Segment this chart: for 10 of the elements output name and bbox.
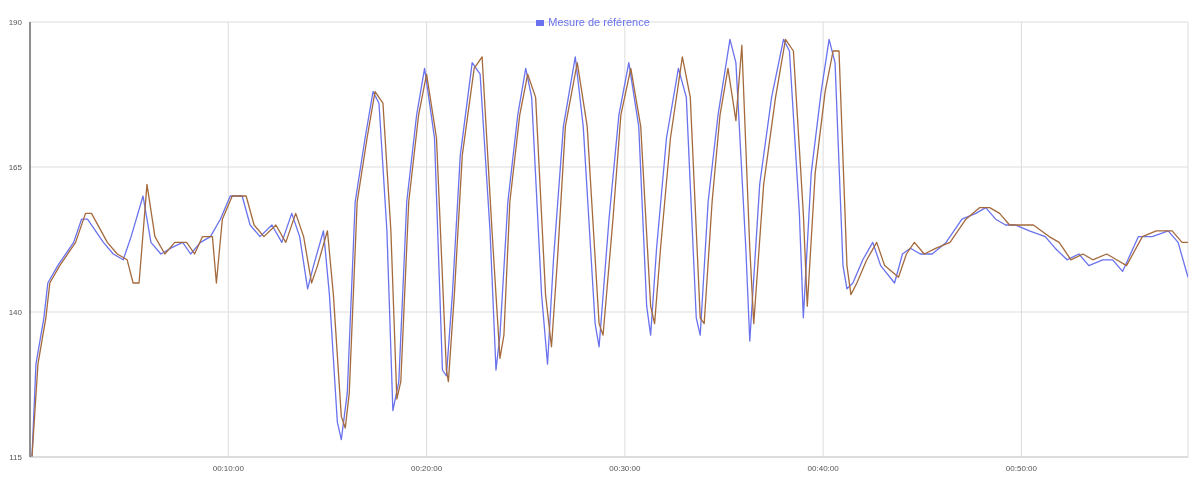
x-tick-label: 00:40:00	[807, 463, 840, 473]
x-tick-label: 00:30:00	[609, 463, 641, 473]
y-tick-label: 140	[8, 307, 23, 317]
y-tick-label: 115	[9, 452, 23, 462]
x-tick-label: 00:10:00	[212, 463, 245, 473]
x-tick-label: 00:20:00	[411, 463, 443, 473]
x-tick-label: 00:50:00	[1005, 463, 1038, 473]
y-tick-label: 165	[8, 162, 23, 172]
legend-label: Mesure de référence	[548, 16, 650, 28]
y-tick-label: 190	[8, 17, 23, 27]
